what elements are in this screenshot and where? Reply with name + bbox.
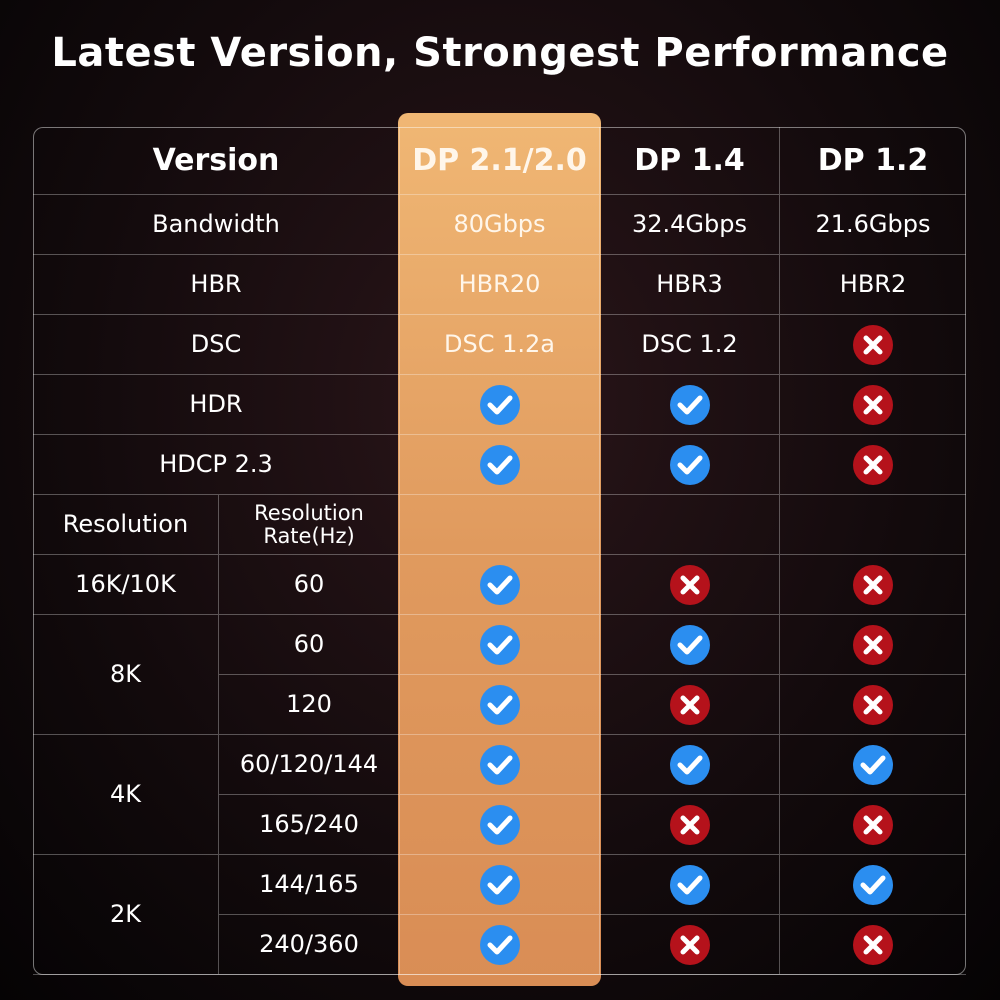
support-icon (600, 915, 780, 975)
support-icon (400, 735, 600, 795)
cell: DSC 1.2a (400, 315, 600, 375)
support-icon (600, 795, 780, 855)
row-label: DSC (33, 315, 400, 375)
support-icon (600, 675, 780, 735)
empty-cell (400, 495, 600, 555)
cell (400, 375, 600, 435)
resolution: 16K/10K (33, 555, 219, 615)
support-icon (400, 675, 600, 735)
rate: 60 (219, 555, 400, 615)
column-header: Version (33, 127, 400, 195)
cell (780, 375, 966, 435)
cell (600, 435, 780, 495)
cell: 32.4Gbps (600, 195, 780, 255)
support-icon (780, 675, 966, 735)
cell (780, 315, 966, 375)
cell: 80Gbps (400, 195, 600, 255)
column-header: DP 1.4 (600, 127, 780, 195)
support-icon (400, 795, 600, 855)
support-icon (780, 915, 966, 975)
rate: 60/120/144 (219, 735, 400, 795)
resolution: 8K (33, 615, 219, 735)
resolution: 2K (33, 855, 219, 975)
support-icon (780, 735, 966, 795)
resolution-header: Resolution (33, 495, 219, 555)
table-frame (33, 127, 966, 975)
empty-cell (600, 495, 780, 555)
column-header: DP 2.1/2.0 (400, 127, 600, 195)
cell (400, 435, 600, 495)
support-icon (780, 555, 966, 615)
cell (780, 435, 966, 495)
support-icon (780, 615, 966, 675)
resolution: 4K (33, 735, 219, 855)
support-icon (400, 615, 600, 675)
row-label: Bandwidth (33, 195, 400, 255)
rate: 60 (219, 615, 400, 675)
support-icon (400, 855, 600, 915)
rate: 165/240 (219, 795, 400, 855)
support-icon (400, 555, 600, 615)
cell: DSC 1.2 (600, 315, 780, 375)
title: Latest Version, Strongest Performance (51, 30, 949, 76)
support-icon (600, 555, 780, 615)
row-label: HDCP 2.3 (33, 435, 400, 495)
cell: HBR3 (600, 255, 780, 315)
cell: 21.6Gbps (780, 195, 966, 255)
cell (600, 375, 780, 435)
support-icon (780, 795, 966, 855)
support-icon (400, 915, 600, 975)
support-icon (780, 855, 966, 915)
row-label: HDR (33, 375, 400, 435)
cell: HBR2 (780, 255, 966, 315)
rate: 240/360 (219, 915, 400, 975)
cell: HBR20 (400, 255, 600, 315)
rate-header: Resolution Rate(Hz) (219, 495, 400, 555)
column-header: DP 1.2 (780, 127, 966, 195)
support-icon (600, 855, 780, 915)
support-icon (600, 615, 780, 675)
empty-cell (780, 495, 966, 555)
row-label: HBR (33, 255, 400, 315)
support-icon (600, 735, 780, 795)
rate: 144/165 (219, 855, 400, 915)
rate: 120 (219, 675, 400, 735)
